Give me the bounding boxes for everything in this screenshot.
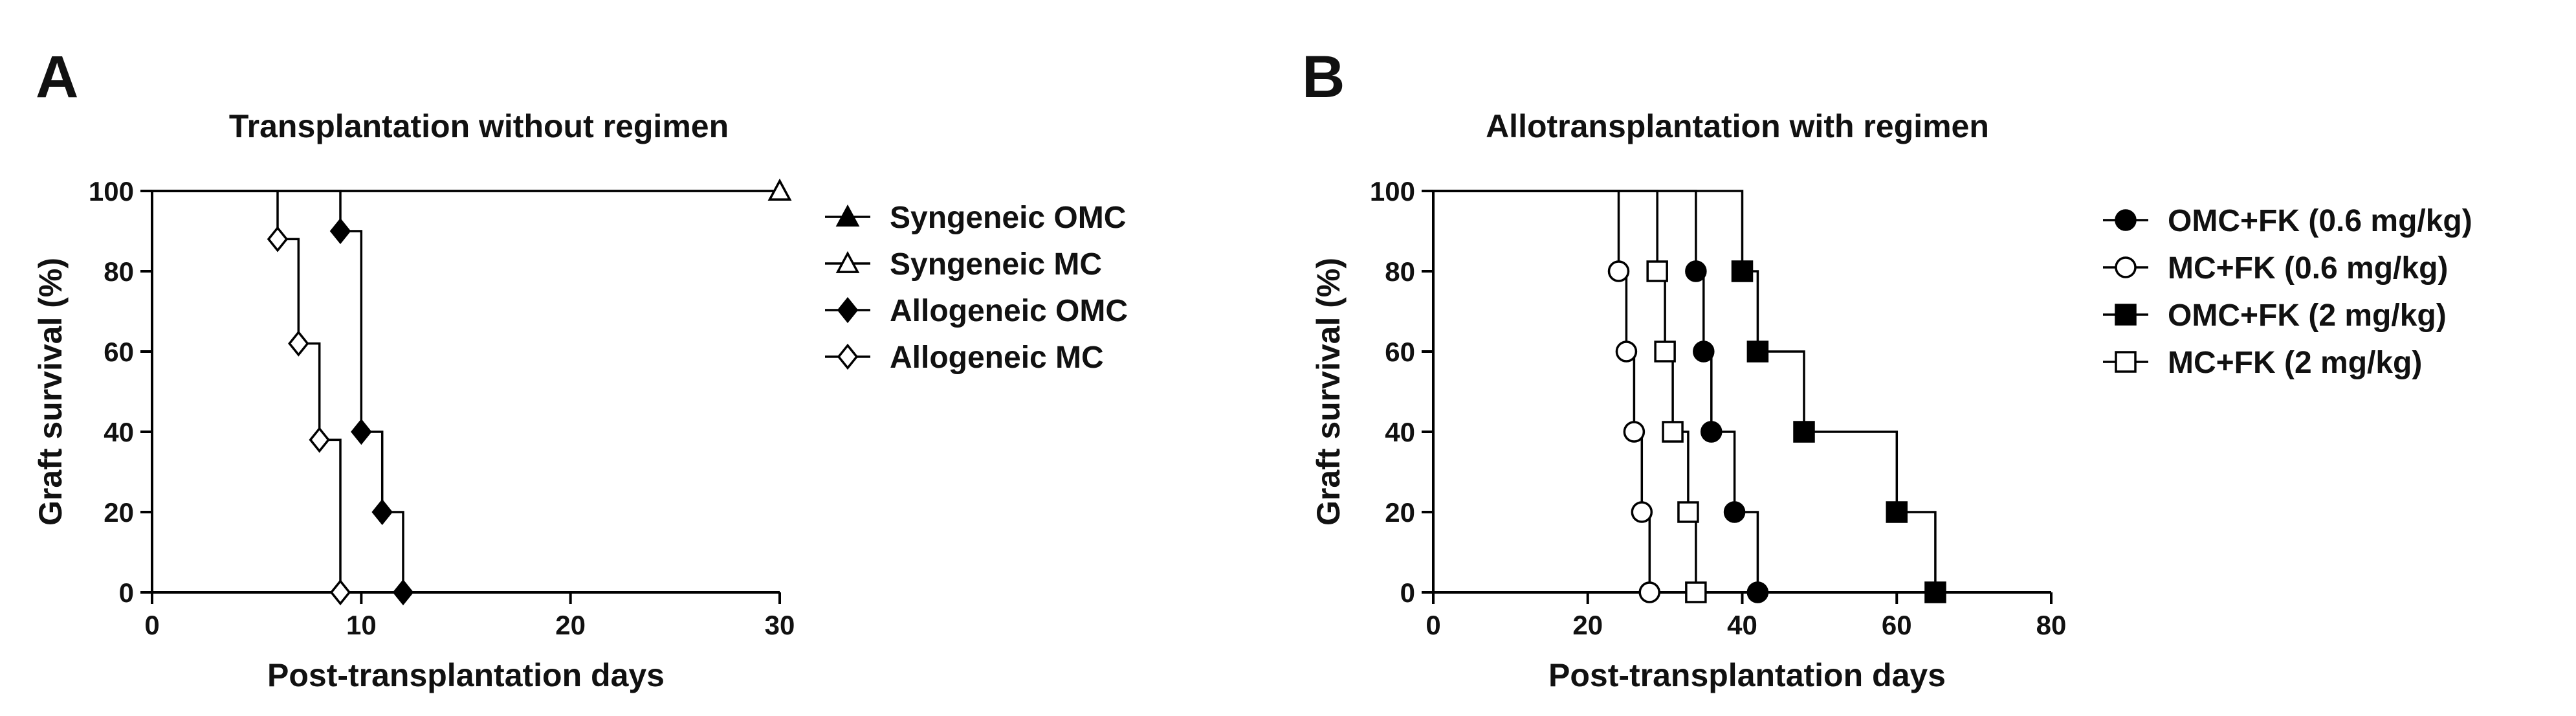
y-tick-label: 60 [1385,337,1415,367]
data-point-4 [1662,421,1684,443]
data-point-2 [1623,421,1646,443]
series-line-2 [1433,190,1651,592]
data-point-3 [392,579,414,606]
series-line-1 [1433,190,1759,592]
data-point-3 [1886,501,1908,523]
x-tick-label: 30 [765,610,795,640]
x-tick-label: 80 [2036,610,2067,640]
data-point-4 [329,579,351,606]
data-point-3 [1746,341,1769,363]
data-point-3 [1731,260,1754,282]
data-point-4 [1654,341,1676,363]
data-point-1 [1723,501,1746,523]
y-tick-label: 0 [1400,577,1415,608]
panel-b: B Allotransplantation with regimen 0 20 40… [1302,44,2472,693]
legend-marker-1 [2115,209,2137,231]
data-point-3 [329,218,351,245]
y-tick-label: 40 [1385,417,1415,447]
data-point-2 [1607,260,1630,282]
x-tick-label: 40 [1727,610,1757,640]
legend-marker-4 [837,343,859,370]
plot-area-b: 0 20 40 60 80 100 0 20 40 60 80 [1370,176,2066,640]
data-point-2 [1638,581,1660,603]
data-point-3 [351,418,372,445]
y-tick-label: 20 [1385,497,1415,528]
legend-marker-3 [2115,304,2137,326]
legend-a: Syngeneic OMC Syngeneic MC Allogeneic OMC A… [825,201,1128,375]
plot-area-a: 0 20 40 60 80 100 0 10 20 30 [89,176,795,640]
y-tick-label: 100 [89,176,134,207]
x-tick-label: 20 [555,610,586,640]
x-axis-label-b: Post-transplantation days [1548,657,1946,693]
chart-title-b: Allotransplantation with regimen [1486,108,1989,144]
data-point-4 [267,226,289,252]
data-point-3 [371,498,393,526]
series-line-4 [1433,190,1697,592]
panel-letter-b: B [1302,44,1345,110]
data-point-2 [1615,341,1638,363]
y-axis-label-a: Graft survival (%) [32,258,69,526]
data-point-1 [1693,341,1715,363]
legend-label-4: Allogeneic MC [890,341,1104,375]
data-point-4 [309,427,330,453]
legend-label-3: Allogeneic OMC [890,294,1128,328]
legend-marker-1 [835,204,860,227]
legend-b: OMC+FK (0.6 mg/kg) MC+FK (0.6 mg/kg) OMC+F… [2103,204,2472,380]
legend-label-1: Syngeneic OMC [890,201,1126,235]
legend-marker-4 [2115,351,2137,373]
panel-letter-a: A [36,44,78,110]
chart-title-a: Transplantation without regimen [229,108,729,144]
data-point-4 [1646,260,1668,282]
y-axis-label-b: Graft survival (%) [1310,258,1347,526]
legend-marker-2 [835,251,860,273]
legend-marker-3 [837,296,859,324]
panel-a: A Transplantation without regimen 0 20 40 6… [32,44,1128,693]
data-point-3 [1793,421,1815,443]
data-point-1 [1746,581,1769,603]
x-tick-label: 0 [1426,610,1440,640]
x-tick-label: 20 [1572,610,1603,640]
series-line-4 [152,190,342,592]
data-point-4 [288,330,309,357]
y-tick-label: 80 [1385,256,1415,287]
data-point-1 [1685,260,1707,282]
data-point-2 [767,178,792,201]
legend-marker-2 [2115,256,2137,278]
y-tick-label: 60 [104,337,134,367]
x-axis-label-a: Post-transplantation days [267,657,665,693]
legend-label-2: MC+FK (0.6 mg/kg) [2168,251,2448,285]
y-tick-label: 100 [1370,176,1415,207]
series-line-3 [1433,190,1937,592]
legend-label-2: Syngeneic MC [890,247,1102,282]
data-point-4 [1677,501,1699,523]
x-tick-label: 0 [144,610,159,640]
y-tick-label: 80 [104,256,134,287]
y-tick-label: 40 [104,417,134,447]
legend-label-4: MC+FK (2 mg/kg) [2168,346,2422,380]
y-tick-label: 0 [119,577,134,608]
data-point-2 [1631,501,1653,523]
data-point-1 [1701,421,1723,443]
y-tick-label: 20 [104,497,134,528]
data-point-4 [1685,581,1707,603]
legend-label-3: OMC+FK (2 mg/kg) [2168,298,2447,333]
data-point-3 [1924,581,1946,603]
legend-label-1: OMC+FK (0.6 mg/kg) [2168,204,2472,238]
x-tick-label: 10 [346,610,377,640]
x-tick-label: 60 [1882,610,1912,640]
